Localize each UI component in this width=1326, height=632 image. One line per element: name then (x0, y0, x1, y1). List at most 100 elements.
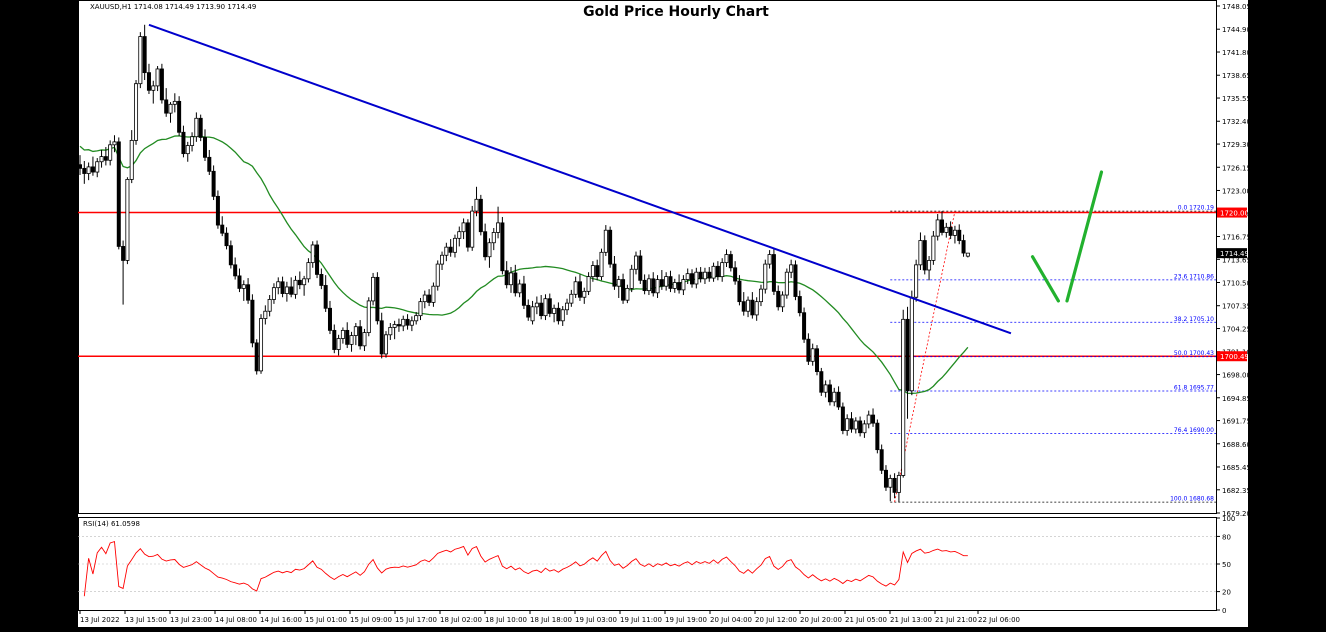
x-tick-label: 15 Jul 09:00 (350, 616, 392, 624)
candle-body (849, 418, 854, 430)
symbol-header: XAUUSD,H1 1714.08 1714.49 1713.90 1714.4… (90, 3, 256, 11)
candle-body (418, 301, 423, 317)
candle-body (241, 284, 246, 289)
candle-body (815, 348, 820, 373)
y-tick-label: 1682.35 (1222, 487, 1248, 495)
y-tick-label: 1710.50 (1222, 280, 1248, 288)
candle-body (871, 414, 876, 424)
candle-body (409, 320, 414, 326)
x-tick-label: 20 Jul 04:00 (710, 616, 752, 624)
y-tick-label: 1691.75 (1222, 418, 1248, 426)
candle-body (905, 318, 910, 392)
x-tick-label: 20 Jul 12:00 (755, 616, 797, 624)
candle-body (616, 279, 621, 287)
candle-body (202, 137, 207, 158)
x-tick-label: 21 Jul 05:00 (845, 616, 887, 624)
candle-body (918, 240, 923, 266)
candle-body (474, 198, 479, 212)
y-tick-label: 1688.60 (1222, 441, 1248, 449)
candle-body (668, 276, 673, 289)
candle-body (332, 329, 337, 350)
candle-body (853, 420, 858, 430)
candle-body (746, 299, 751, 312)
candle-body (944, 226, 949, 233)
fib-level-label: 61.8 1695.77 (1174, 384, 1214, 391)
candle-body (651, 278, 656, 294)
rsi-line (83, 541, 968, 597)
candle-body (358, 326, 363, 347)
candle-body (642, 279, 647, 292)
candle-body (702, 271, 707, 280)
x-tick-label: 14 Jul 16:00 (260, 616, 302, 624)
candle-body (323, 285, 328, 309)
candle-body (909, 296, 914, 392)
candle-body (422, 294, 427, 303)
candle-body (883, 469, 888, 488)
candle-body (504, 270, 509, 286)
candle-body (336, 338, 341, 350)
candle-body (914, 264, 919, 298)
candle-body (845, 418, 850, 431)
candle-body (672, 282, 677, 289)
candle-body (444, 246, 449, 256)
candle-body (526, 304, 531, 318)
candle-body (146, 72, 151, 91)
y-tick-label: 1694.85 (1222, 395, 1248, 403)
candle-body (922, 240, 927, 271)
candle-body (539, 302, 544, 317)
candle-body (306, 262, 311, 280)
y-tick-label: 1741.80 (1222, 49, 1248, 57)
candle-body (513, 272, 518, 294)
candle-body (280, 281, 285, 294)
candle-body (465, 222, 470, 248)
candle-body (177, 100, 182, 133)
candle-body (211, 170, 216, 197)
candle-body (633, 255, 638, 270)
candle-body (875, 422, 880, 451)
candle-body (508, 272, 513, 286)
candle-body (621, 279, 626, 301)
candle-body (375, 276, 380, 322)
candle-body (246, 284, 251, 301)
candle-body (319, 274, 324, 286)
y-tick-label: 1713.65 (1222, 256, 1248, 264)
rsi-y-tick-label: 0 (1222, 607, 1226, 615)
rsi-label: RSI(14) 61.0598 (83, 520, 140, 528)
x-tick-label: 21 Jul 13:00 (890, 616, 932, 624)
candle-body (720, 262, 725, 278)
price-tag-box (1217, 248, 1247, 259)
candle-body (892, 477, 897, 493)
candle-body (134, 83, 139, 141)
candle-body (181, 131, 186, 155)
y-tick-label: 1748.05 (1222, 3, 1248, 11)
candle-body (771, 254, 776, 292)
candle-body (754, 301, 759, 316)
chart-title: Gold Price Hourly Chart (583, 4, 769, 20)
x-tick-label: 14 Jul 08:00 (215, 616, 257, 624)
candle-body (392, 324, 397, 328)
candle-body (90, 166, 95, 173)
candle-body (737, 280, 742, 303)
candle-body (694, 271, 699, 285)
candle-body (284, 286, 289, 294)
candle-body (366, 300, 371, 333)
candle-body (681, 279, 686, 291)
candle-body (414, 315, 419, 322)
candle-body (461, 222, 466, 233)
candle-body (315, 244, 320, 275)
candle-body (491, 232, 496, 244)
candle-body (384, 334, 389, 355)
candle-body (629, 268, 634, 289)
candle-body (345, 329, 350, 345)
candle-body (500, 222, 505, 272)
y-tick-label: 1723.00 (1222, 187, 1248, 195)
candle-body (896, 475, 901, 493)
y-tick-label: 1744.90 (1222, 26, 1248, 34)
candle-body (297, 279, 302, 286)
rsi-y-tick-label: 80 (1222, 533, 1231, 541)
candle-body (866, 414, 871, 425)
candle-body (142, 36, 147, 74)
x-tick-label: 13 Jul 2022 (80, 616, 120, 624)
candle-body (263, 310, 268, 319)
y-tick-label: 1732.40 (1222, 118, 1248, 126)
